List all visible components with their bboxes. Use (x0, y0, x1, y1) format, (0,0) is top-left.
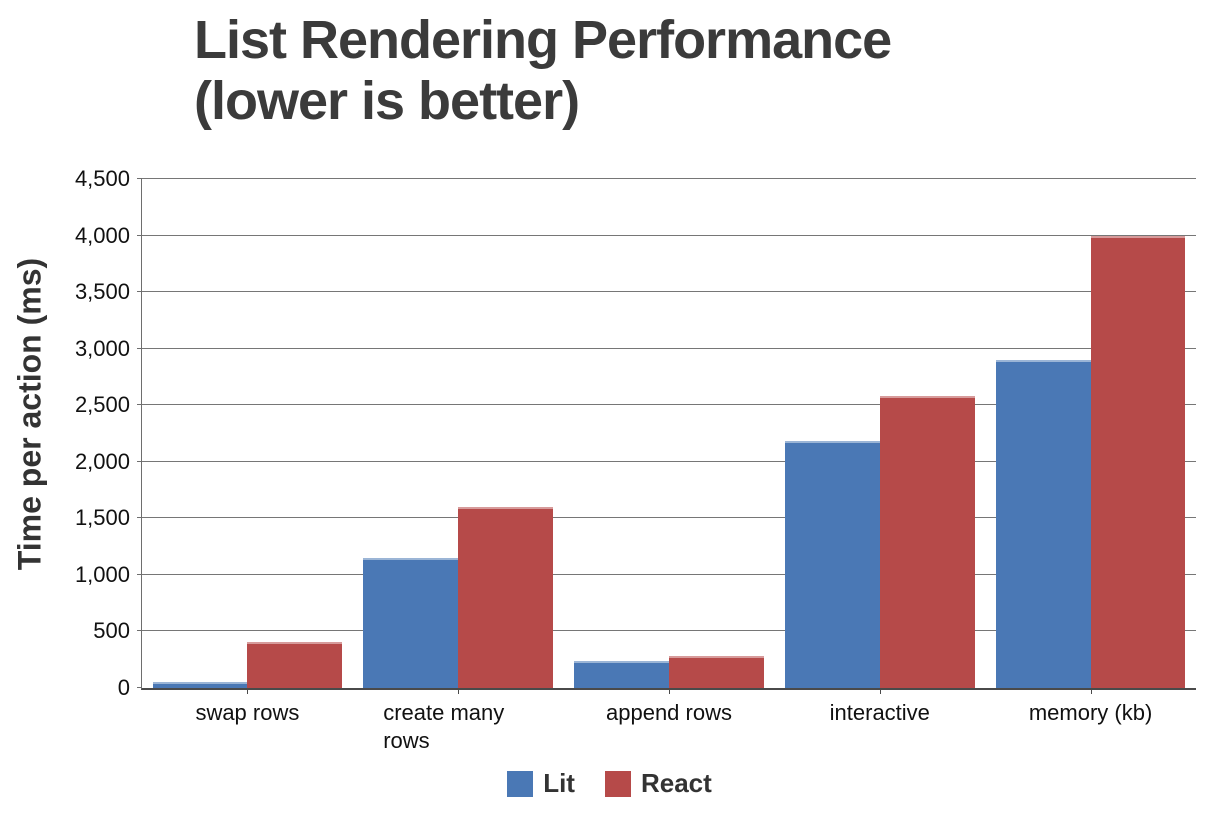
bar-lit (574, 660, 669, 688)
bar-lit (784, 441, 880, 688)
bar-group (142, 179, 353, 688)
x-axis-label: memory (kb) (1028, 700, 1153, 725)
plot-area: swap rows create many rows append rows inte… (75, 166, 1196, 753)
bar-react (879, 396, 975, 688)
y-tick-label: 0 (117, 675, 130, 700)
bar-group (353, 179, 564, 688)
x-tick-mark (669, 688, 670, 694)
x-axis-label: interactive (829, 700, 930, 725)
y-tick-label: 1,500 (74, 505, 130, 531)
bar-react (1090, 235, 1186, 688)
gridline (142, 347, 1196, 349)
y-tick-label: 3,000 (74, 335, 130, 361)
y-tick-mark (137, 178, 142, 179)
x-label-cell: memory (kb) (985, 699, 1196, 755)
x-label-cell: interactive (774, 699, 985, 755)
y-axis-title: Time per action (ms) (11, 257, 48, 571)
gridline (142, 630, 1196, 632)
y-tick-label: 2,000 (74, 448, 130, 474)
bar-lit (995, 359, 1091, 688)
y-tick-mark (137, 573, 142, 575)
y-tick-mark (137, 404, 142, 406)
y-tick-label: 3,500 (74, 279, 130, 305)
x-label-cell: create many rows (353, 699, 564, 755)
legend-swatch-react (604, 770, 631, 797)
y-tick-mark (137, 687, 142, 688)
y-tick-mark (137, 234, 142, 236)
x-axis-label: swap rows (195, 700, 300, 725)
legend-label: React (640, 768, 712, 798)
legend: Lit React (0, 768, 1219, 799)
x-axis-labels: swap rows create many rows append rows inte… (142, 699, 1196, 755)
bar-lit (152, 682, 248, 688)
legend-label: Lit (543, 768, 575, 798)
x-axis-label: append rows (606, 700, 732, 725)
y-tick-label: 2,500 (74, 392, 130, 418)
x-label-cell: append rows (564, 699, 775, 755)
y-tick-mark (137, 517, 142, 519)
chart-title-line-2: (lower is better) (194, 71, 580, 131)
gridline (142, 460, 1196, 462)
bar-group (985, 179, 1196, 688)
y-tick-mark (137, 347, 142, 349)
y-tick-label: 4,000 (74, 222, 130, 248)
chart-title-line-1: List Rendering Performance (194, 10, 892, 70)
bar-react (247, 641, 343, 688)
y-tick-label: 500 (93, 618, 130, 644)
gridline (142, 573, 1196, 575)
y-tick-label: 1,000 (74, 561, 130, 587)
gridline (142, 178, 1196, 179)
legend-swatch-lit (507, 770, 534, 797)
x-tick-mark (879, 688, 881, 694)
y-tick-label: 4,500 (74, 166, 130, 191)
legend-item: Lit (507, 768, 575, 799)
bar-group (564, 179, 775, 688)
gridline (142, 291, 1196, 293)
chart-title: List Rendering Performance (lower is bet… (194, 10, 892, 132)
x-tick-mark (458, 688, 460, 694)
x-label-cell: swap rows (142, 699, 353, 755)
bar-react (458, 507, 554, 688)
legend-item: React (604, 768, 712, 799)
gridline (142, 517, 1196, 519)
bar-react (668, 656, 764, 688)
y-tick-mark (137, 630, 142, 632)
gridline (142, 234, 1196, 236)
y-tick-mark (137, 460, 142, 462)
x-tick-mark (247, 688, 249, 694)
y-tick-mark (137, 291, 142, 293)
bar-group (774, 179, 985, 688)
x-axis-label: create many rows (383, 700, 505, 753)
bar-lit (363, 557, 459, 688)
gridline (142, 404, 1196, 406)
x-tick-mark (1090, 688, 1092, 694)
